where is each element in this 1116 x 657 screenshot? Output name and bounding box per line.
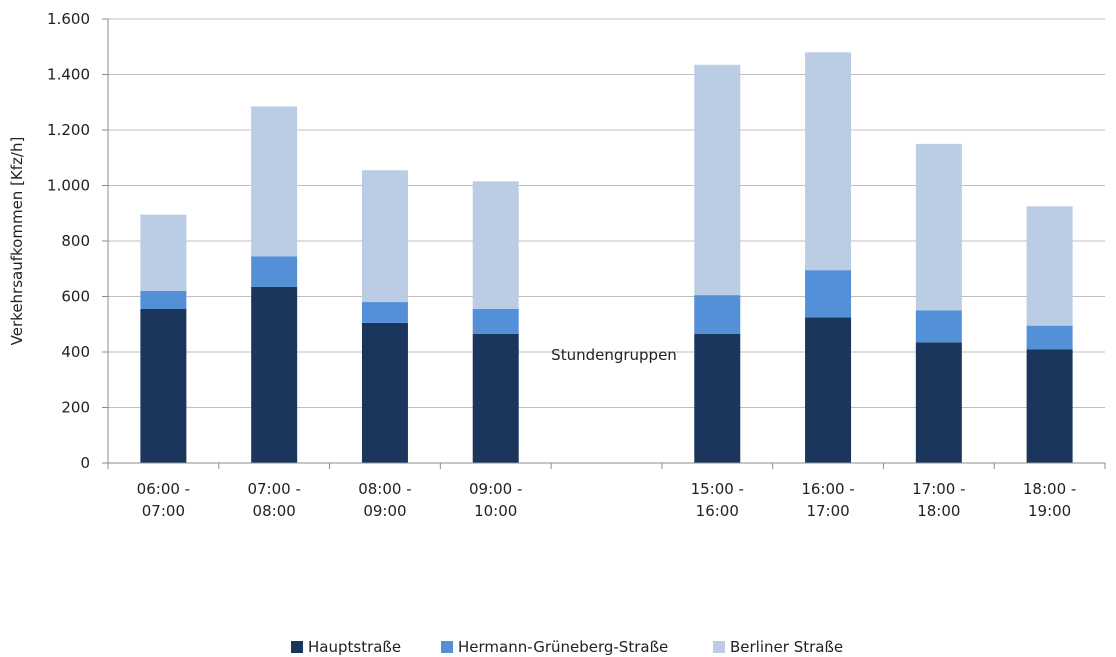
- x-tick-label: 18:00: [917, 502, 960, 520]
- bar-segment: [140, 290, 187, 309]
- bar-segment: [251, 256, 298, 287]
- bar-segment: [915, 143, 962, 311]
- bar-segment: [694, 333, 741, 463]
- legend-label: Berliner Straße: [730, 638, 843, 656]
- bar-segment: [140, 308, 187, 463]
- y-tick-labels: 0 200 400 600 800 1.000 1.200 1.400 1.600: [47, 10, 90, 472]
- x-tick-label: 08:00 -: [358, 480, 411, 498]
- x-tick-label: 07:00 -: [247, 480, 300, 498]
- bar-segment: [1026, 206, 1073, 326]
- bars: [140, 52, 1073, 463]
- y-axis-title: Verkehrsaufkommen [Kfz/h]: [8, 137, 26, 346]
- legend: Hauptstraße Hermann-Grüneberg-Straße Berli…: [291, 638, 843, 656]
- y-tick-label: 1.400: [47, 66, 90, 84]
- y-tick-label: 400: [61, 343, 90, 361]
- legend-label: Hermann-Grüneberg-Straße: [458, 638, 668, 656]
- axes: [102, 18, 1106, 469]
- y-tick-label: 1.000: [47, 177, 90, 195]
- bar-segment: [140, 214, 187, 291]
- y-tick-label: 200: [61, 399, 90, 417]
- x-tick-labels: 06:00 - 07:00 07:00 - 08:00 08:00 - 09:00 09:0…: [137, 480, 1077, 520]
- bar-segment: [694, 295, 741, 334]
- bar-segment: [915, 342, 962, 463]
- x-tick-label: 07:00: [142, 502, 185, 520]
- x-tick-label: 17:00 -: [912, 480, 965, 498]
- bar-segment: [472, 333, 519, 463]
- x-axis-title: Stundengruppen: [551, 346, 677, 364]
- bar-segment: [1026, 349, 1073, 463]
- bar-segment: [805, 317, 852, 463]
- bar-segment: [472, 181, 519, 309]
- y-tick-label: 0: [80, 454, 90, 472]
- legend-swatch: [291, 641, 303, 653]
- legend-label: Hauptstraße: [308, 638, 401, 656]
- bar-segment: [472, 308, 519, 334]
- x-tick-label: 16:00 -: [801, 480, 854, 498]
- bar-segment: [251, 286, 298, 463]
- x-tick-label: 10:00: [474, 502, 517, 520]
- legend-swatch: [713, 641, 725, 653]
- bar-segment: [361, 322, 408, 463]
- y-tick-label: 800: [61, 232, 90, 250]
- bar-segment: [915, 310, 962, 343]
- x-tick-label: 09:00: [363, 502, 406, 520]
- bar-segment: [694, 64, 741, 296]
- bar-segment: [361, 170, 408, 303]
- bar-segment: [251, 106, 298, 257]
- x-tick-label: 17:00: [806, 502, 849, 520]
- x-tick-label: 06:00 -: [137, 480, 190, 498]
- y-tick-label: 600: [61, 288, 90, 306]
- x-tick-label: 18:00 -: [1023, 480, 1076, 498]
- bar-segment: [805, 270, 852, 318]
- x-tick-label: 08:00: [253, 502, 296, 520]
- bar-segment: [1026, 325, 1073, 350]
- legend-swatch: [441, 641, 453, 653]
- x-tick-label: 19:00: [1028, 502, 1071, 520]
- bar-segment: [805, 52, 852, 271]
- y-tick-label: 1.200: [47, 121, 90, 139]
- bar-segment: [361, 302, 408, 323]
- y-tick-label: 1.600: [47, 10, 90, 28]
- x-tick-label: 15:00 -: [691, 480, 744, 498]
- x-tick-label: 16:00: [696, 502, 739, 520]
- x-tick-label: 09:00 -: [469, 480, 522, 498]
